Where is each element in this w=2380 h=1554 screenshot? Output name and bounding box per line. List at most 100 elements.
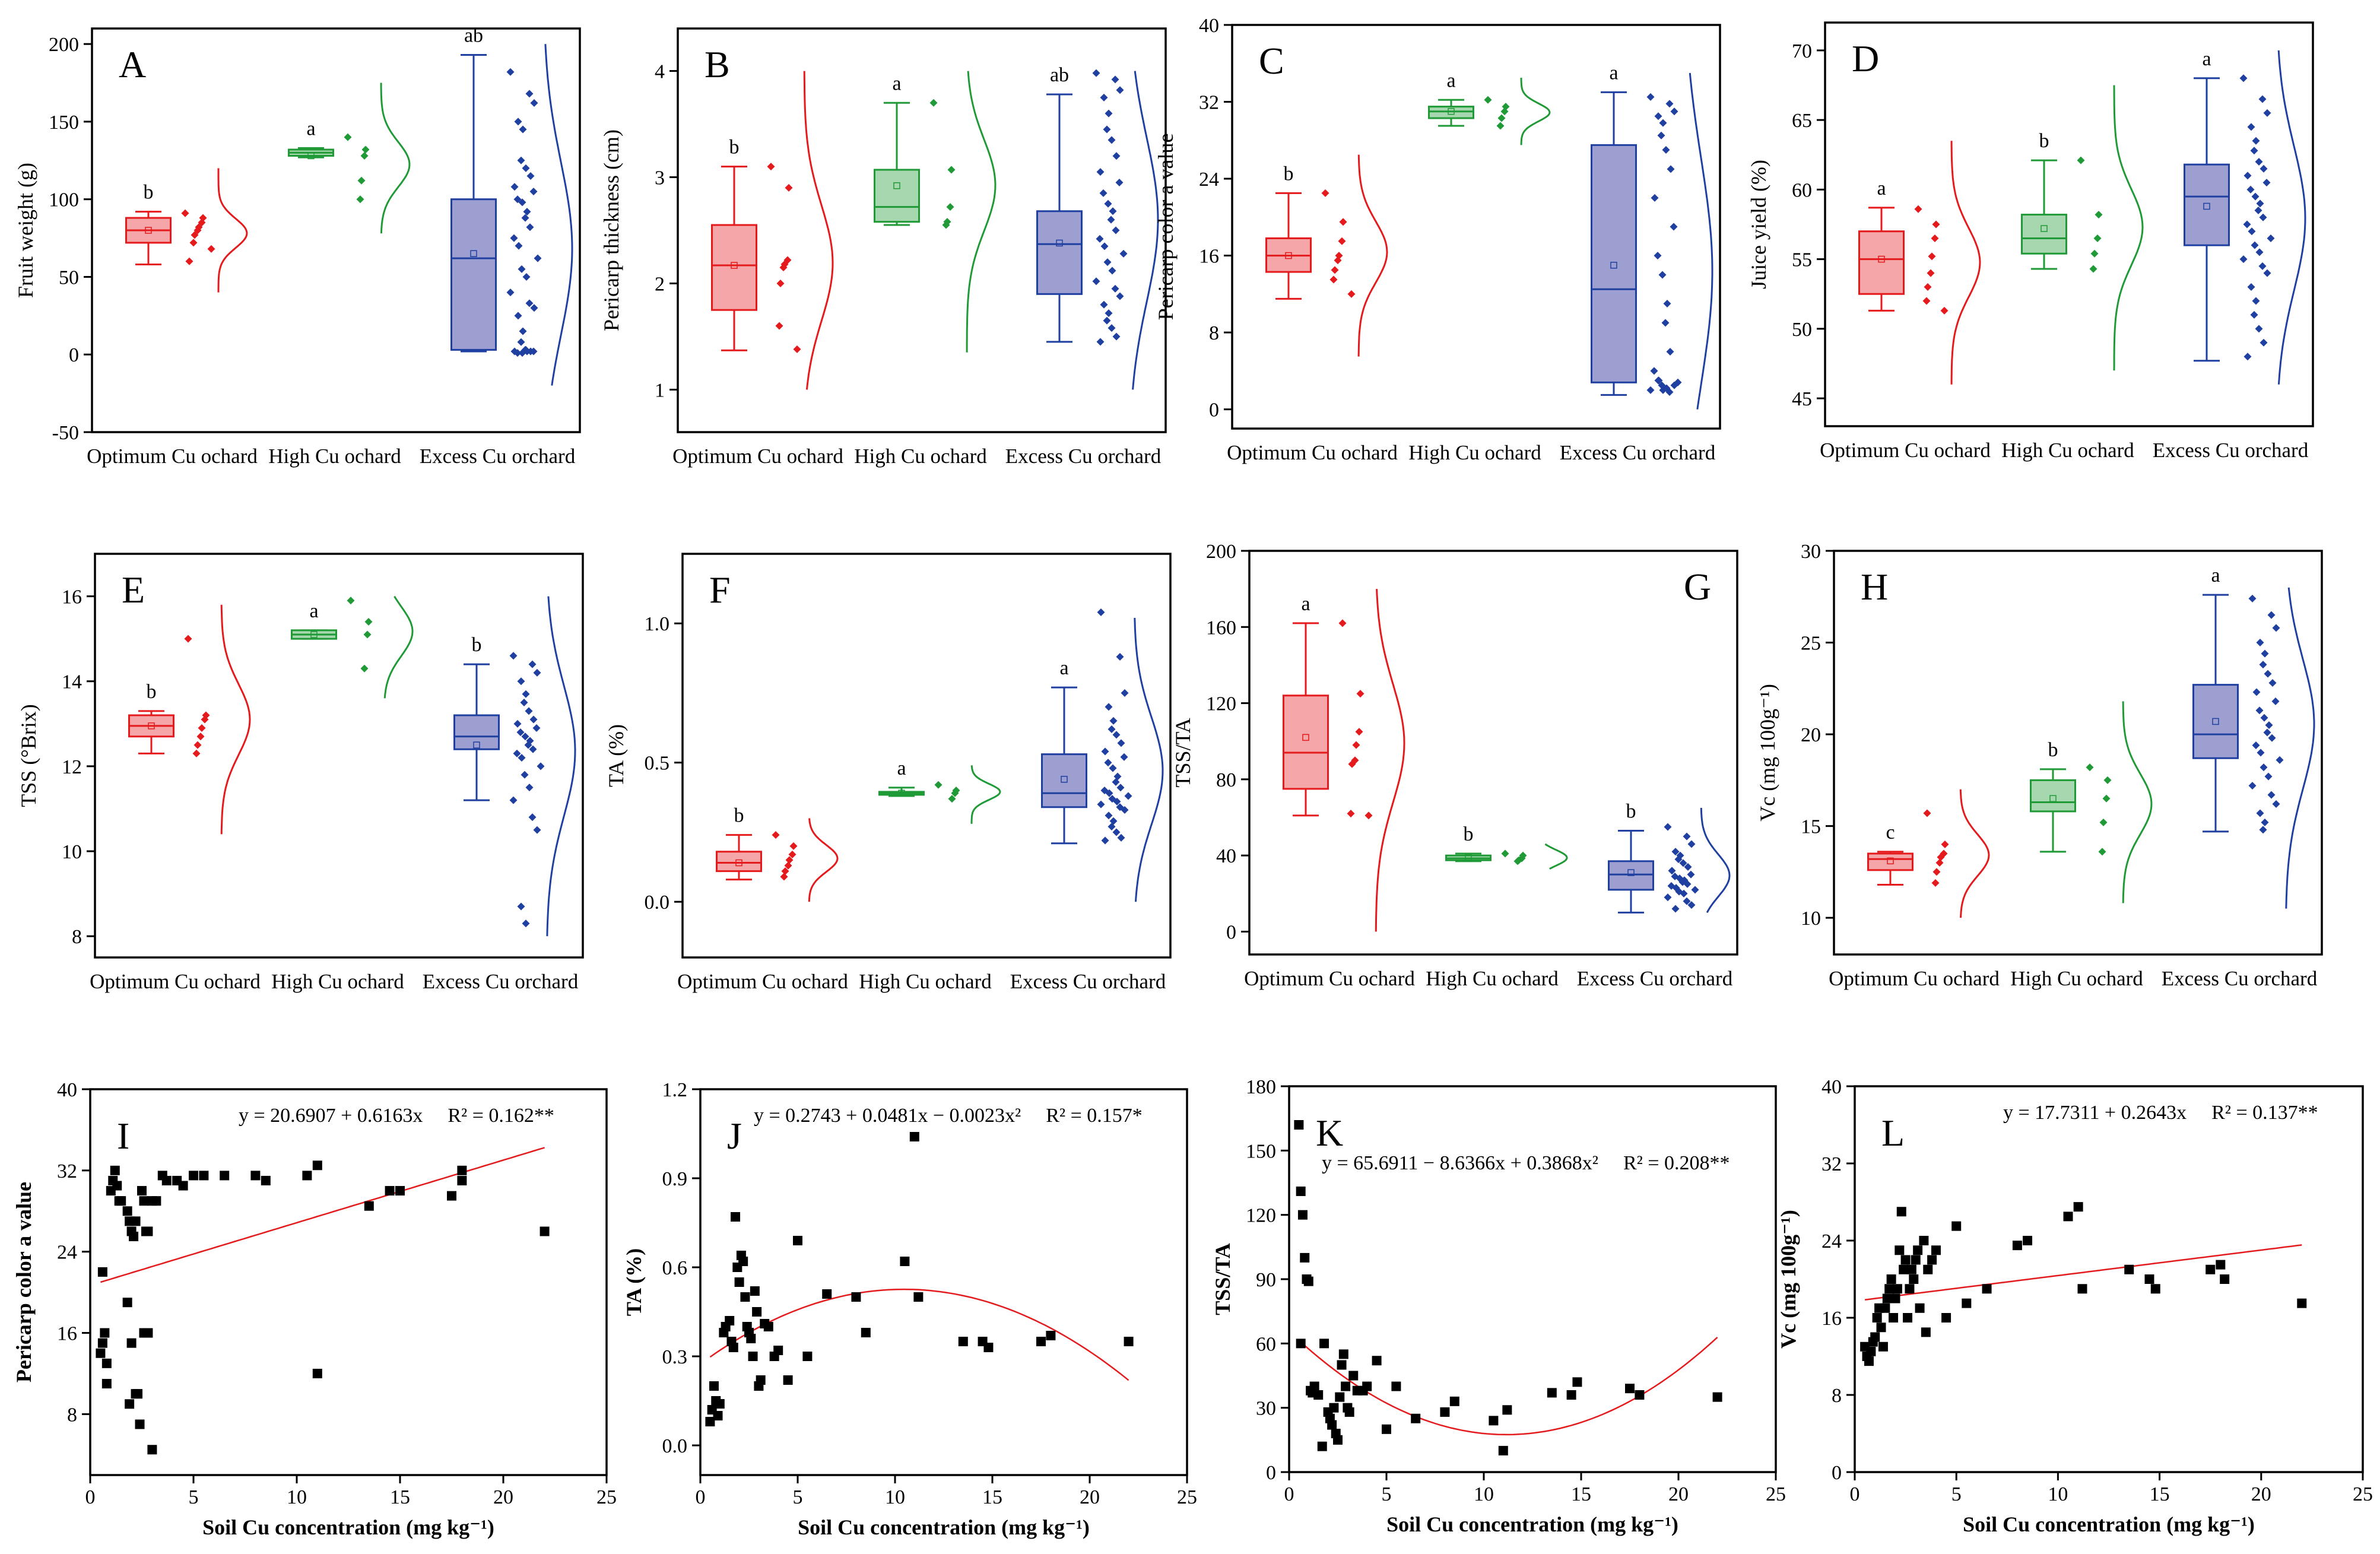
- panel-letter: E: [122, 569, 145, 611]
- data-point: [705, 1417, 715, 1426]
- data-point: [2248, 227, 2256, 236]
- fit-line: [1298, 1336, 1718, 1436]
- y-tick-label: 40: [57, 1079, 77, 1101]
- data-point: [1654, 112, 1662, 120]
- significance-letter: b: [144, 182, 154, 204]
- data-point: [2252, 137, 2260, 145]
- significance-letter: ab: [1050, 64, 1069, 86]
- data-point: [532, 724, 541, 732]
- data-point: [96, 1348, 106, 1358]
- data-point: [1339, 218, 1347, 226]
- data-point: [122, 1206, 132, 1216]
- x-tick-label: 15: [390, 1486, 410, 1508]
- data-point: [775, 322, 783, 330]
- data-point: [929, 99, 938, 107]
- data-point: [1112, 152, 1121, 160]
- data-point: [1924, 283, 1932, 291]
- x-tick-label: 10: [1474, 1483, 1494, 1505]
- data-point: [913, 1292, 924, 1302]
- y-tick-label: 150: [1246, 1140, 1276, 1162]
- data-point: [1687, 840, 1696, 848]
- panel-C: 0 8 16 24 32 40 C Pericarp color a value b Optimu…: [1154, 15, 1721, 464]
- data-point: [1680, 889, 1688, 897]
- data-point: [525, 707, 533, 715]
- category-label: Excess Cu orchard: [1560, 441, 1716, 464]
- data-point: [1046, 1331, 1056, 1340]
- category-label: High Cu ochard: [271, 970, 404, 993]
- x-tick-label: 20: [2251, 1483, 2271, 1505]
- data-point: [784, 861, 792, 870]
- data-point: [1646, 93, 1655, 101]
- category-label: Optimum Cu ochard: [1829, 967, 2000, 990]
- data-point: [1099, 189, 1108, 197]
- data-point: [2073, 1202, 2083, 1212]
- mean-marker: [145, 227, 152, 234]
- data-point: [1105, 309, 1113, 318]
- fit-r2: R² = 0.208**: [1623, 1152, 1730, 1174]
- data-point: [363, 630, 372, 639]
- y-tick-label: 50: [59, 267, 79, 288]
- panel-D: 45 50 55 60 65 70 D Juice yield (%) a Optimum Cu …: [1747, 21, 2314, 462]
- y-tick-label: 1.2: [662, 1079, 688, 1101]
- x-tick-label: 10: [287, 1486, 307, 1508]
- y-tick-label: 0.0: [645, 892, 670, 914]
- data-point: [347, 597, 355, 605]
- data-point: [1927, 1255, 1937, 1265]
- data-point: [2263, 109, 2271, 117]
- data-point: [1657, 131, 1665, 139]
- data-point: [2144, 1274, 2154, 1284]
- data-point: [861, 1328, 871, 1337]
- data-point: [1109, 716, 1118, 725]
- y-tick-label: 14: [62, 671, 82, 693]
- data-point: [178, 1181, 188, 1191]
- y-tick-label: 0.3: [662, 1346, 688, 1368]
- data-point: [101, 1379, 112, 1389]
- data-point: [534, 254, 542, 262]
- data-point: [1663, 300, 1671, 308]
- data-point: [1296, 1186, 1306, 1196]
- data-point: [1896, 1207, 1906, 1217]
- data-point: [1914, 205, 1922, 213]
- data-point: [1651, 194, 1659, 202]
- data-point: [517, 902, 525, 911]
- x-axis-label: Soil Cu concentration (mg kg⁻¹): [1386, 1512, 1678, 1536]
- y-axis-label: TSS (°Brix): [17, 704, 40, 807]
- data-point: [1921, 1327, 1931, 1337]
- significance-letter: a: [306, 118, 315, 139]
- y-tick-label: 65: [1792, 110, 1812, 132]
- data-point: [129, 1232, 139, 1242]
- panel-E: 8 10 12 14 16 E TSS (°Brix) b Optimum Cu ochard a…: [17, 553, 584, 993]
- y-axis-label: TSS/TA: [1171, 718, 1195, 787]
- data-point: [344, 133, 352, 141]
- y-axis-label: Juice yield (%): [1747, 160, 1770, 289]
- data-point: [514, 118, 522, 126]
- data-point: [506, 288, 515, 297]
- data-point: [1687, 901, 1696, 909]
- data-point: [2256, 809, 2264, 817]
- data-point: [2254, 207, 2262, 215]
- data-point: [1355, 728, 1363, 736]
- axes-frame: [681, 553, 1172, 959]
- data-point: [1665, 100, 1674, 108]
- y-tick-label: 60: [1256, 1333, 1276, 1355]
- data-point: [1337, 1360, 1347, 1370]
- mean-marker: [1627, 869, 1635, 876]
- data-point: [731, 1212, 741, 1222]
- data-point: [525, 299, 534, 307]
- box: [1428, 106, 1474, 119]
- data-point: [361, 145, 370, 154]
- data-point: [509, 652, 518, 660]
- data-point: [1356, 690, 1364, 698]
- data-point: [1112, 226, 1120, 234]
- y-tick-label: 0.0: [662, 1435, 688, 1457]
- distribution-curve: [1544, 843, 1568, 870]
- y-tick-label: 70: [1792, 40, 1812, 62]
- data-point: [1104, 199, 1112, 208]
- data-point: [524, 741, 532, 749]
- category-label: High Cu ochard: [854, 445, 987, 468]
- data-point: [1097, 800, 1105, 808]
- group-2: a: [1041, 608, 1164, 902]
- data-point: [734, 1277, 744, 1287]
- data-point: [1117, 739, 1125, 747]
